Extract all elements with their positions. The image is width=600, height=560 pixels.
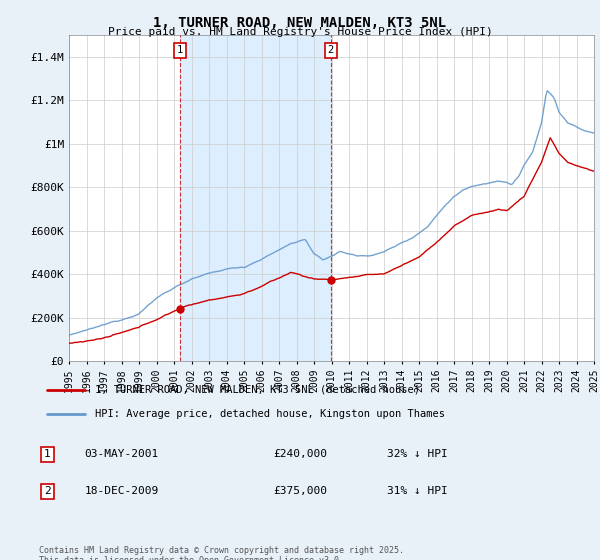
Text: £240,000: £240,000	[274, 449, 328, 459]
Bar	[180, 35, 331, 361]
Text: 2: 2	[328, 45, 334, 55]
Text: HPI: Average price, detached house, Kingston upon Thames: HPI: Average price, detached house, King…	[95, 409, 445, 419]
Text: 1, TURNER ROAD, NEW MALDEN, KT3 5NL (detached house): 1, TURNER ROAD, NEW MALDEN, KT3 5NL (det…	[95, 385, 421, 395]
Text: 1, TURNER ROAD, NEW MALDEN, KT3 5NL: 1, TURNER ROAD, NEW MALDEN, KT3 5NL	[154, 16, 446, 30]
Text: 31% ↓ HPI: 31% ↓ HPI	[387, 486, 448, 496]
Text: 18-DEC-2009: 18-DEC-2009	[85, 486, 159, 496]
Text: 2: 2	[44, 486, 51, 496]
Text: £375,000: £375,000	[274, 486, 328, 496]
Text: 32% ↓ HPI: 32% ↓ HPI	[387, 449, 448, 459]
Text: 03-MAY-2001: 03-MAY-2001	[85, 449, 159, 459]
Text: 1: 1	[44, 449, 51, 459]
Text: 1: 1	[177, 45, 183, 55]
Text: Price paid vs. HM Land Registry's House Price Index (HPI): Price paid vs. HM Land Registry's House …	[107, 27, 493, 37]
Text: Contains HM Land Registry data © Crown copyright and database right 2025.
This d: Contains HM Land Registry data © Crown c…	[39, 546, 404, 560]
